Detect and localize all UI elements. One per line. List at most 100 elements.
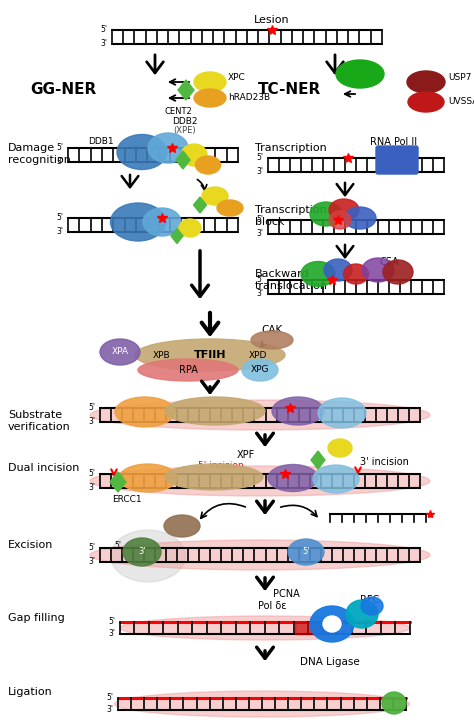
Text: XPF: XPF [237, 450, 255, 460]
Ellipse shape [165, 397, 265, 425]
Text: CAK: CAK [261, 325, 283, 335]
Text: ERCC1: ERCC1 [112, 495, 142, 505]
Ellipse shape [361, 597, 383, 615]
Text: Transcription: Transcription [255, 205, 327, 215]
Ellipse shape [90, 400, 430, 430]
Text: DDB1: DDB1 [88, 137, 114, 147]
Text: block: block [255, 217, 284, 227]
Ellipse shape [310, 202, 342, 226]
Ellipse shape [123, 538, 161, 566]
Ellipse shape [301, 261, 335, 287]
Text: 5': 5' [88, 469, 95, 479]
Ellipse shape [164, 515, 200, 537]
Text: Lesion: Lesion [254, 15, 290, 25]
Text: 3': 3' [88, 557, 95, 567]
Text: 5': 5' [108, 617, 115, 627]
Text: Damage: Damage [8, 143, 55, 153]
Text: 5': 5' [256, 154, 263, 162]
Ellipse shape [313, 465, 359, 493]
Text: Transcription: Transcription [255, 143, 327, 153]
Ellipse shape [90, 466, 430, 496]
Text: XPC: XPC [228, 74, 246, 82]
Text: 5': 5' [256, 276, 263, 284]
Text: 5': 5' [88, 544, 95, 552]
Text: Substrate: Substrate [8, 410, 62, 420]
Ellipse shape [318, 398, 366, 428]
Polygon shape [311, 451, 325, 469]
Text: recognition: recognition [8, 155, 71, 165]
Text: 5': 5' [56, 144, 63, 152]
Text: translocation: translocation [255, 281, 328, 291]
Text: hRAD23B: hRAD23B [228, 94, 270, 103]
Text: 3': 3' [88, 417, 95, 427]
Bar [295, 622, 327, 634]
Ellipse shape [242, 359, 278, 381]
Ellipse shape [407, 71, 445, 93]
Ellipse shape [143, 208, 181, 236]
Ellipse shape [382, 692, 406, 714]
Text: 3': 3' [106, 705, 113, 715]
Text: 3': 3' [56, 227, 63, 237]
Ellipse shape [179, 219, 201, 237]
Text: XPD: XPD [249, 350, 267, 360]
Ellipse shape [329, 199, 359, 221]
Text: Pol δε: Pol δε [258, 601, 286, 611]
Ellipse shape [100, 339, 140, 365]
Text: TC-NER: TC-NER [258, 82, 321, 97]
Ellipse shape [310, 606, 354, 642]
Ellipse shape [329, 211, 351, 229]
Ellipse shape [148, 133, 188, 163]
Text: PCNA: PCNA [273, 589, 300, 599]
Text: 5': 5' [256, 215, 263, 225]
Ellipse shape [251, 331, 293, 349]
Text: XPA: XPA [111, 347, 128, 357]
Ellipse shape [165, 464, 263, 490]
Ellipse shape [117, 134, 167, 170]
Ellipse shape [328, 439, 352, 457]
Ellipse shape [138, 359, 238, 381]
Text: (XPE): (XPE) [173, 126, 196, 136]
Text: CSB: CSB [348, 69, 372, 79]
Ellipse shape [115, 397, 175, 427]
Text: UVSSA: UVSSA [448, 97, 474, 107]
Text: RPA: RPA [179, 365, 198, 375]
Ellipse shape [115, 691, 410, 717]
Text: 5' incision: 5' incision [198, 461, 244, 469]
Text: DNA Ligase: DNA Ligase [300, 657, 360, 667]
Text: 3': 3' [138, 547, 146, 557]
Text: 3': 3' [256, 290, 263, 298]
Text: Ligation: Ligation [8, 687, 53, 697]
Ellipse shape [217, 200, 243, 216]
Text: 5': 5' [302, 547, 310, 557]
Text: 5': 5' [100, 25, 107, 35]
Text: 3': 3' [256, 230, 263, 238]
Polygon shape [176, 151, 190, 169]
Ellipse shape [120, 616, 410, 640]
Text: 3': 3' [88, 484, 95, 492]
Polygon shape [178, 80, 194, 100]
Text: CENT2: CENT2 [164, 108, 192, 116]
Ellipse shape [344, 207, 376, 229]
Text: verification: verification [8, 422, 71, 432]
Text: 5': 5' [106, 694, 113, 703]
Text: Dual incision: Dual incision [8, 463, 79, 473]
Text: Excision: Excision [8, 540, 54, 550]
Text: USP7: USP7 [448, 74, 471, 82]
Text: 3': 3' [56, 157, 63, 167]
Text: 3': 3' [108, 630, 115, 638]
Text: XPB: XPB [153, 350, 171, 360]
Ellipse shape [344, 264, 368, 284]
Ellipse shape [202, 187, 228, 205]
Ellipse shape [272, 397, 324, 425]
Ellipse shape [110, 530, 185, 582]
Text: 3': 3' [100, 40, 107, 48]
Text: GG-NER: GG-NER [30, 82, 96, 97]
Ellipse shape [383, 260, 413, 284]
Text: 5': 5' [115, 541, 121, 549]
Ellipse shape [408, 92, 444, 112]
Polygon shape [193, 197, 207, 213]
Ellipse shape [194, 72, 226, 92]
Text: 5': 5' [56, 214, 63, 222]
Ellipse shape [288, 539, 324, 565]
Ellipse shape [323, 616, 341, 632]
